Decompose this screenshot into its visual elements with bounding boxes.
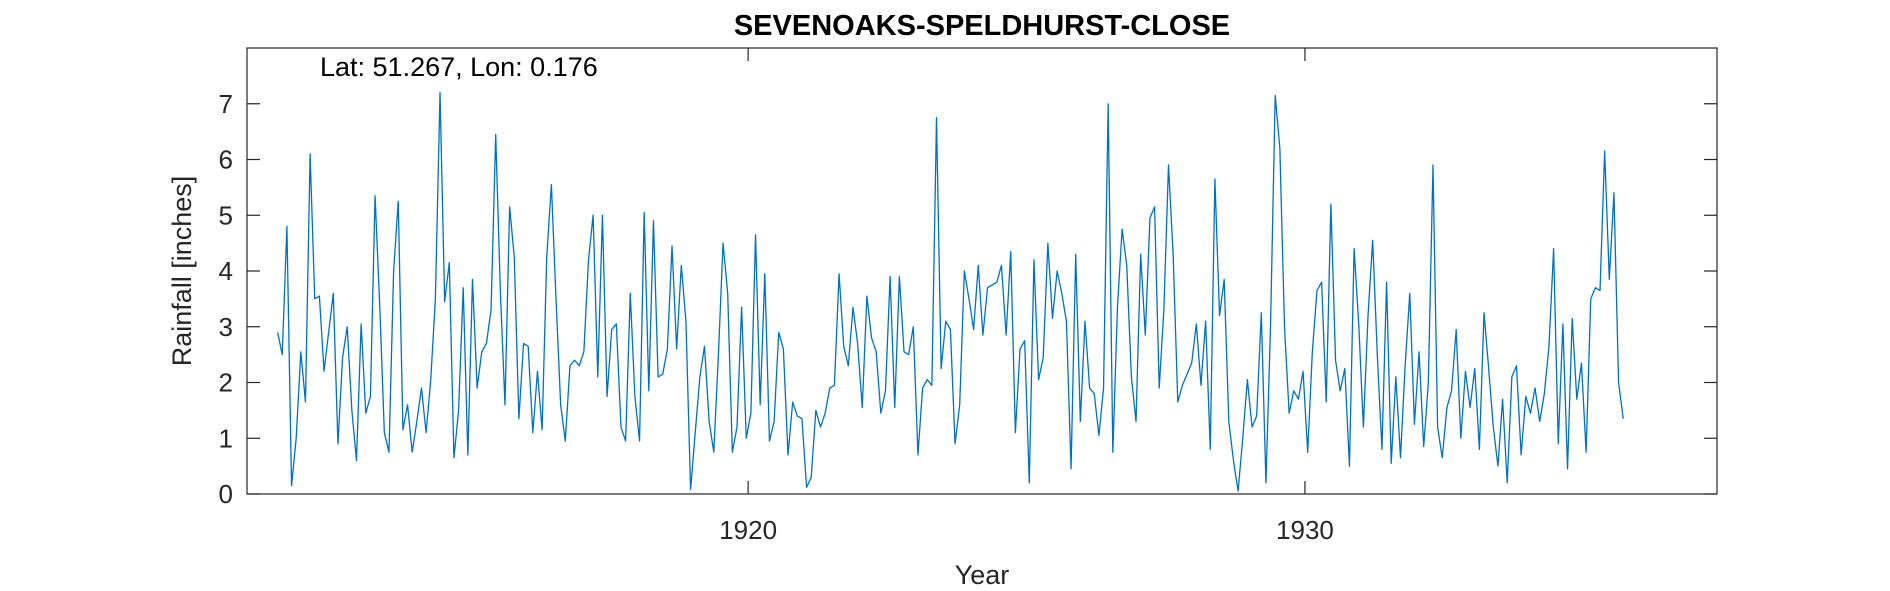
location-annotation: Lat: 51.267, Lon: 0.176	[320, 52, 598, 82]
tick-marks	[247, 48, 1717, 495]
y-tick-label: 3	[219, 312, 233, 342]
y-tick-label: 1	[219, 423, 233, 453]
x-tick-label: 1920	[719, 515, 777, 545]
y-axis-label: Rainfall [inches]	[167, 176, 197, 367]
y-tick-label: 6	[219, 145, 233, 175]
y-tick-label: 7	[219, 89, 233, 119]
y-tick-label: 2	[219, 368, 233, 398]
chart-title: SEVENOAKS-SPELDHURST-CLOSE	[734, 10, 1230, 42]
tick-labels: 0 1 2 3 4 5 6 7 1920 1930	[219, 89, 1334, 545]
y-tick-label: 0	[219, 479, 233, 509]
x-axis-label: Year	[955, 560, 1010, 590]
rainfall-series-line	[276, 91, 1624, 492]
y-tick-label: 4	[219, 256, 233, 286]
x-tick-label: 1930	[1276, 515, 1334, 545]
series	[276, 91, 1624, 492]
y-tick-label: 5	[219, 200, 233, 230]
